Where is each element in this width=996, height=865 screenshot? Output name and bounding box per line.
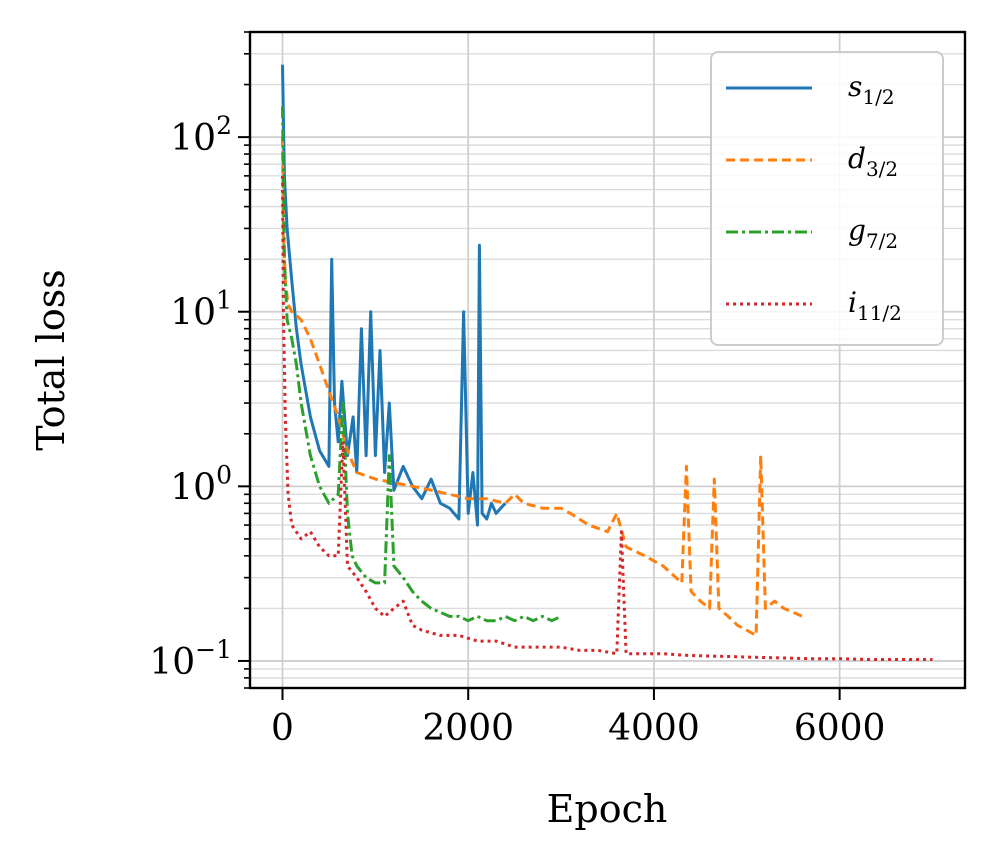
x-tick-label: 4000 — [608, 708, 700, 749]
series-line-d — [281, 137, 804, 637]
series-line-s — [281, 64, 507, 527]
y-tick-label: 102 — [170, 111, 232, 159]
y-tick-label: 100 — [170, 460, 232, 508]
y-axis-label: Total loss — [29, 269, 73, 450]
y-tick-label: 10−1 — [149, 635, 232, 683]
legend-label-d: d3/2 — [848, 142, 898, 181]
tick-layer: 10−1 100 101 102 0 2000 4000 6000 — [149, 31, 886, 749]
y-tick-label: 101 — [170, 286, 232, 334]
x-tick-label: 6000 — [794, 708, 886, 749]
x-axis-label: Epoch — [547, 787, 668, 831]
legend-label-g: g7/2 — [848, 214, 898, 253]
x-tick-label: 0 — [271, 708, 294, 749]
plot-frame — [248, 30, 967, 690]
legend: s1/2 d3/2 g7/2 i11/2 — [710, 51, 944, 346]
legend-label-i: i11/2 — [848, 286, 902, 325]
series-line-g — [281, 106, 562, 623]
legend-label-s: s1/2 — [848, 70, 895, 109]
series-line-i — [281, 175, 933, 661]
x-tick-label: 2000 — [422, 708, 514, 749]
legend-box — [710, 51, 944, 346]
series-layer — [281, 64, 933, 661]
